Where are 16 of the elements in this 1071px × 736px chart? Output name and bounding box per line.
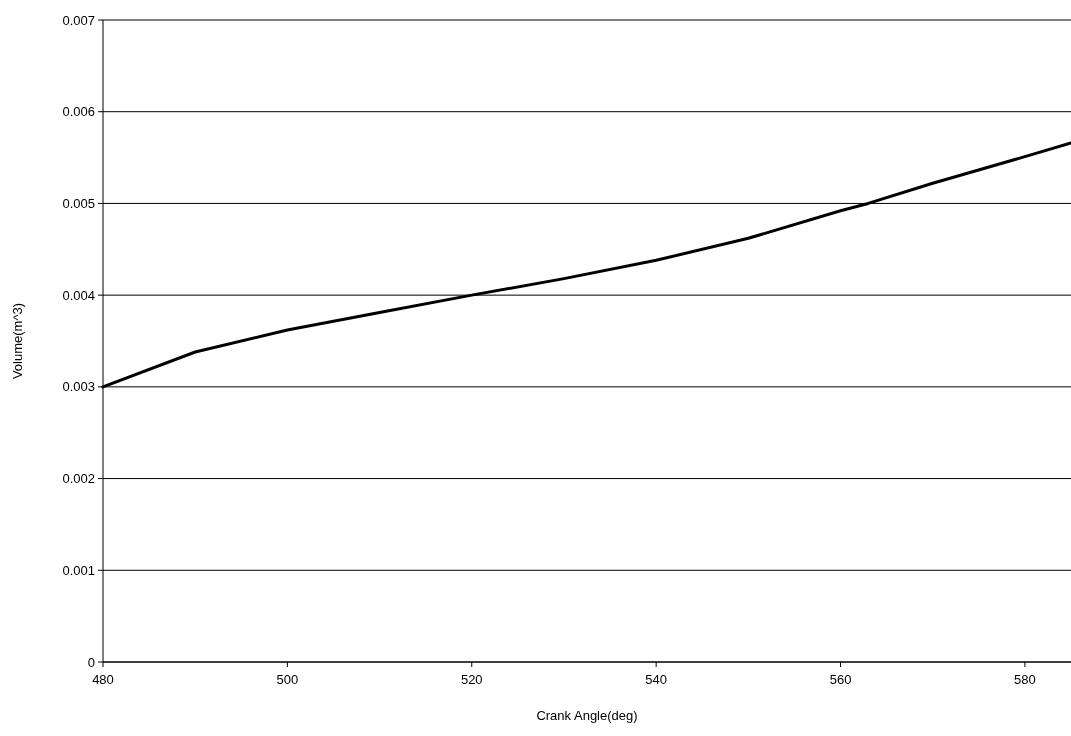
y-tick-label: 0.001	[62, 562, 95, 578]
x-tick-label: 500	[276, 672, 299, 687]
y-tick-label: 0.006	[62, 104, 95, 120]
y-tick-label: 0.004	[62, 287, 95, 303]
y-tick-label: 0.007	[62, 12, 95, 28]
x-tick-label: 560	[829, 672, 852, 687]
y-tick-label: 0.002	[62, 471, 95, 487]
x-axis-title: Crank Angle(deg)	[536, 708, 638, 723]
y-tick-label: 0	[87, 654, 95, 670]
x-tick-label: 580	[1014, 672, 1036, 687]
y-tick-label: 0.003	[62, 379, 95, 395]
y-tick-label: 0.005	[62, 195, 95, 211]
x-tick-label: 540	[645, 672, 667, 687]
y-axis-title: Volume(m^3)	[10, 302, 25, 380]
x-tick-label: 520	[460, 672, 483, 687]
x-tick-label: 480	[92, 672, 114, 687]
